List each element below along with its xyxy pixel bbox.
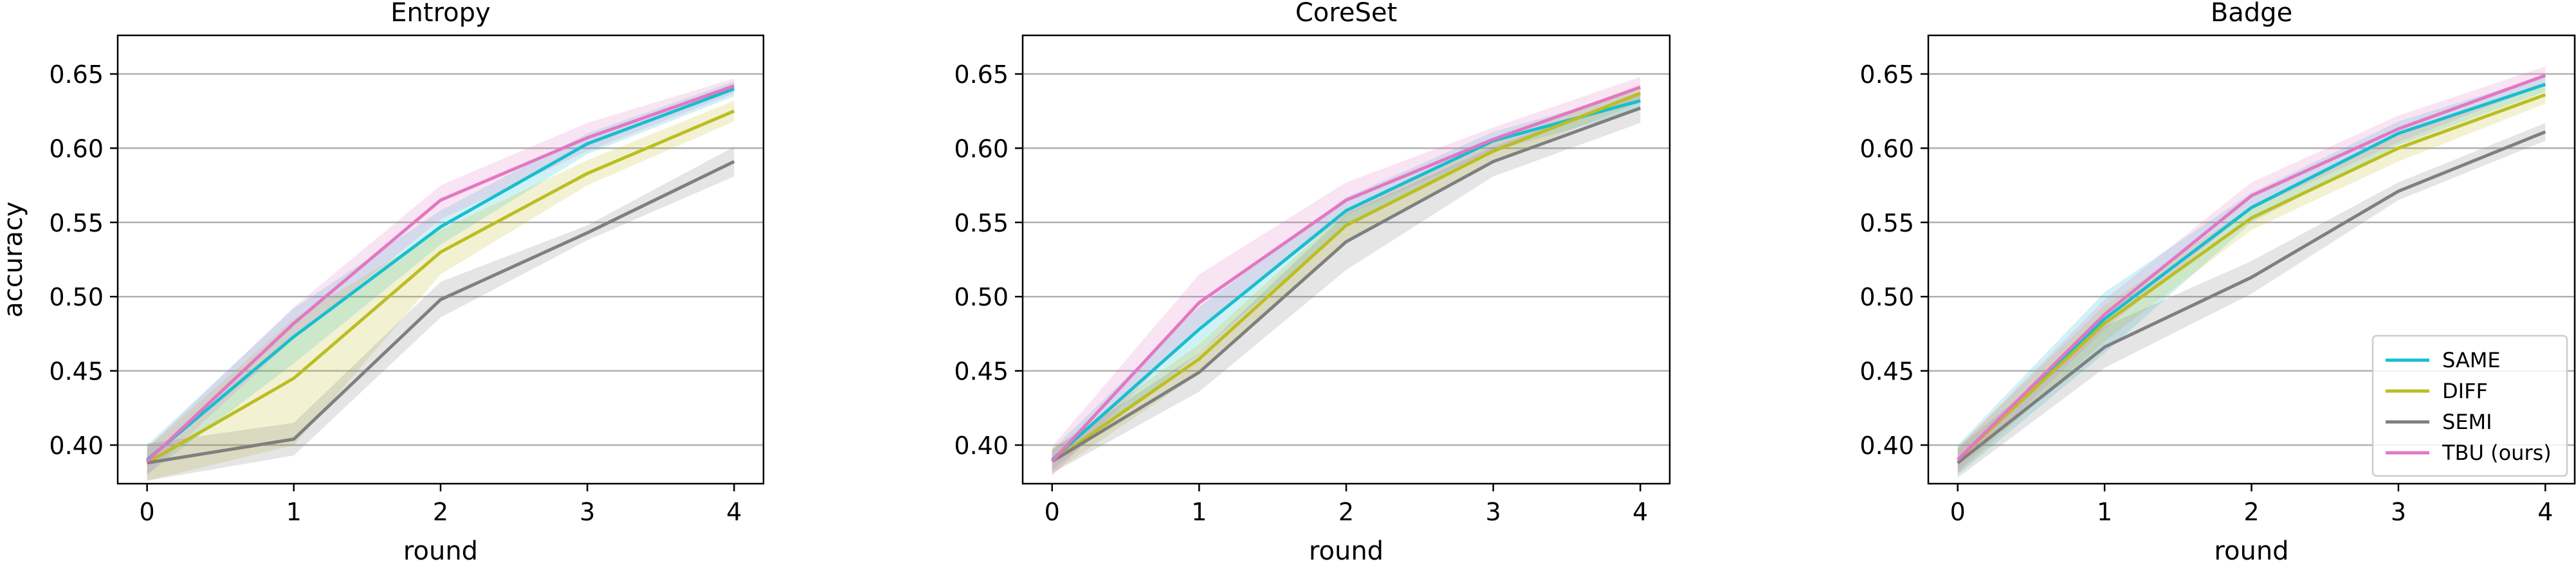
y-tick-label: 0.60 [954, 134, 1009, 163]
x-tick-label: 2 [433, 498, 448, 526]
chart-title: CoreSet [1295, 0, 1397, 28]
y-tick-label: 0.65 [1859, 60, 1914, 89]
band-semi [1957, 123, 2546, 478]
x-tick-label: 2 [1338, 498, 1354, 526]
chart-panel-badge: 0.40 0.45 0.50 0.55 0.60 0.65 0 1 2 3 4 Badge round [1859, 0, 2576, 566]
x-tick-label: 0 [140, 498, 155, 526]
y-tick-label: 0.50 [954, 283, 1009, 311]
y-tick-label: 0.50 [1859, 283, 1914, 311]
x-axis-label: round [1309, 536, 1384, 566]
chart-panel-coreset: 0.40 0.45 0.50 0.55 0.60 0.65 0 1 2 3 4 CoreSet roun… [954, 0, 1671, 566]
legend-label: TBU (ours) [2442, 441, 2552, 465]
x-tick-label: 4 [1632, 498, 1648, 526]
legend-item-diff: DIFF [2386, 379, 2488, 403]
x-tick-label: 4 [726, 498, 742, 526]
chart-title: Entropy [390, 0, 490, 28]
y-tick-label: 0.45 [954, 358, 1009, 386]
y-tick-label: 0.65 [49, 60, 104, 89]
legend-item-tbu-ours: TBU (ours) [2386, 441, 2552, 465]
band-semi [1052, 93, 1641, 473]
y-tick-label: 0.55 [49, 209, 104, 237]
x-axis-label: round [403, 536, 478, 566]
x-tick-label: 4 [2537, 498, 2553, 526]
band-diff [1957, 86, 2546, 473]
legend-label: SEMI [2442, 410, 2492, 434]
x-tick-label: 0 [1950, 498, 1966, 526]
y-tick-label: 0.40 [954, 432, 1009, 460]
x-tick-label: 1 [286, 498, 302, 526]
y-tick-label: 0.60 [1859, 134, 1914, 163]
legend-item-same: SAME [2386, 348, 2501, 372]
chart-title: Badge [2211, 0, 2292, 28]
x-tick-label: 2 [2243, 498, 2259, 526]
band-semi [147, 147, 735, 481]
band-tbu-ours [1957, 66, 2546, 472]
legend-label: SAME [2442, 348, 2501, 372]
y-tick-label: 0.45 [1859, 358, 1914, 386]
series-line-semi [1051, 106, 1641, 463]
y-tick-label: 0.40 [49, 432, 104, 460]
chart-panel-entropy: 0.40 0.45 0.50 0.55 0.60 0.65 0 1 2 3 4 Entropy roun… [0, 0, 765, 566]
legend-label: DIFF [2442, 379, 2488, 403]
y-tick-label: 0.45 [49, 358, 104, 386]
x-tick-label: 0 [1045, 498, 1060, 526]
y-tick-label: 0.55 [954, 209, 1009, 237]
x-tick-label: 1 [2097, 498, 2112, 526]
y-tick-label: 0.60 [49, 134, 104, 163]
x-axis-label: round [2214, 536, 2288, 566]
y-axis-label: accuracy [0, 201, 28, 317]
band-diff [1052, 84, 1641, 473]
y-tick-label: 0.55 [1859, 209, 1914, 237]
legend: SAME DIFF SEMI TBU (ours) [2371, 334, 2568, 477]
band-diff [147, 100, 735, 481]
x-tick-label: 3 [580, 498, 595, 526]
y-tick-label: 0.65 [954, 60, 1009, 89]
x-tick-label: 3 [2391, 498, 2406, 526]
x-tick-label: 3 [1486, 498, 1501, 526]
x-tick-label: 1 [1191, 498, 1207, 526]
y-tick-label: 0.40 [1859, 432, 1914, 460]
legend-item-semi: SEMI [2386, 410, 2492, 434]
legend-box [2371, 334, 2568, 477]
y-tick-label: 0.50 [49, 283, 104, 311]
